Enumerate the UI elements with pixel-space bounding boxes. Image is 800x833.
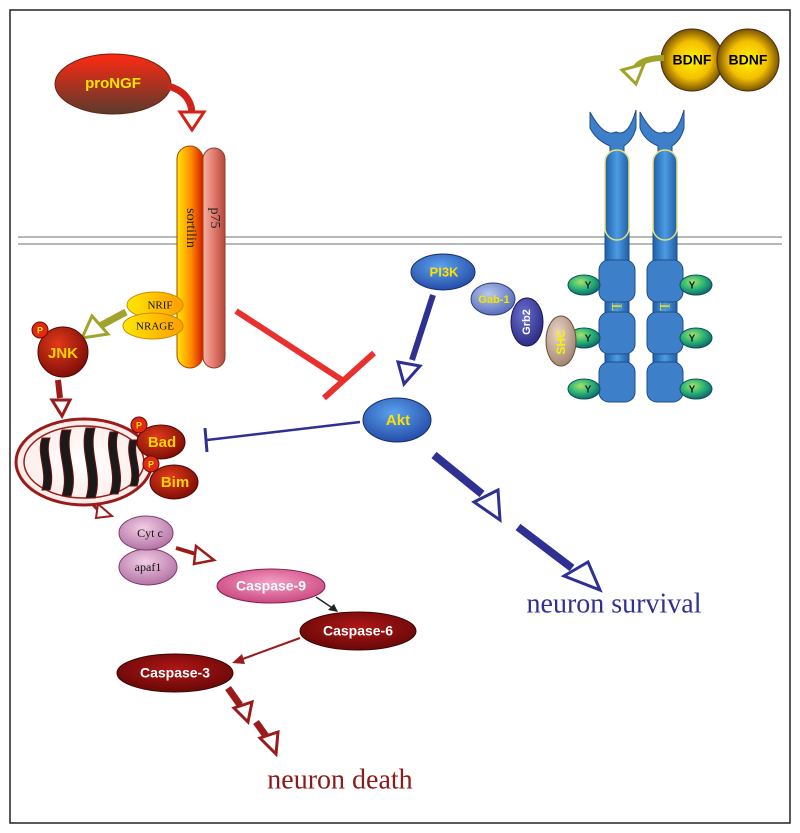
gab1-adapter: Gab-1 xyxy=(470,282,516,316)
tyrosine-site: Y xyxy=(567,378,601,400)
pi3k-to-akt-arrow xyxy=(395,294,436,388)
svg-text:Y: Y xyxy=(585,334,592,345)
mitochondrion-cristae xyxy=(39,427,140,499)
cytc-protein: Cyt c xyxy=(118,515,174,551)
caspase6-protein: Caspase-6 xyxy=(299,611,417,651)
svg-text:Y: Y xyxy=(585,281,592,292)
jnk-phospho-label: P xyxy=(37,325,43,335)
tyrosine-site: Y xyxy=(679,378,713,400)
caspase6-label: Caspase-6 xyxy=(323,623,393,639)
pi3k-label: PI3K xyxy=(430,264,460,279)
akt-inhibits-bad xyxy=(203,420,361,453)
gab1-label: Gab-1 xyxy=(478,294,509,306)
grb2-label: Grb2 xyxy=(521,309,533,335)
trkb-kinase-domains xyxy=(598,259,684,403)
mitochondrion-to-cytc-arrow xyxy=(90,502,115,520)
caspase3-protein: Caspase-3 xyxy=(116,653,234,693)
apaf1-label: apaf1 xyxy=(135,560,162,574)
bdnf-left-label: BDNF xyxy=(673,52,712,68)
bad-phospho-badge xyxy=(130,416,148,434)
caspase9-to-caspase6-arrow xyxy=(315,596,338,612)
p75-receptor: p75 xyxy=(202,147,226,369)
p75-label: p75 xyxy=(207,208,222,229)
tyrosine-site: Y xyxy=(679,274,713,296)
bad-label: Bad xyxy=(148,434,176,451)
nrage-label: NRAGE xyxy=(136,321,174,333)
caspase9-protein: Caspase-9 xyxy=(216,568,326,604)
tyrosine-site: Y xyxy=(679,327,713,349)
grb2-adapter: Grb2 xyxy=(510,297,544,347)
apaf1-protein: apaf1 xyxy=(118,548,178,586)
cytc-label: Cyt c xyxy=(137,526,163,540)
caspase3-to-death-arrows xyxy=(225,685,280,758)
jnk-label: JNK xyxy=(48,345,78,362)
caspase3-label: Caspase-3 xyxy=(140,665,210,681)
bad-protein: Bad P xyxy=(130,416,186,460)
shc-label: SHC xyxy=(554,329,568,355)
phosphotyrosine-sites: Y Y Y Y Y Y xyxy=(567,274,713,400)
neuron-death-label: neuron death xyxy=(267,764,412,795)
jnk-to-mitochondrion-arrow xyxy=(49,379,73,420)
prongf-ligand: proNGF xyxy=(54,53,172,115)
nrif-label: NRIF xyxy=(147,300,172,312)
pi3k-kinase: PI3K xyxy=(410,253,476,291)
bim-protein: Bim P xyxy=(142,455,199,500)
caspase6-to-caspase3-arrow xyxy=(232,637,301,664)
sortilin-receptor: sortilin xyxy=(176,145,204,369)
sortilin-label: sortilin xyxy=(183,208,198,248)
nrif-nrage-complex: NRIF NRAGE xyxy=(122,291,184,340)
nrage-to-jnk-arrow xyxy=(79,308,128,340)
caspase9-label: Caspase-9 xyxy=(236,578,306,594)
bdnf-right-label: BDNF xyxy=(729,52,768,68)
mitochondrion xyxy=(14,417,154,507)
jnk-phospho-badge xyxy=(31,321,49,339)
bim-phospho-badge xyxy=(142,455,160,473)
bdnf-binding-arrow xyxy=(619,55,665,87)
bim-phospho-label: P xyxy=(148,459,154,469)
jnk-protein: JNK P xyxy=(31,321,89,378)
apoptosome-to-caspase9-arrow xyxy=(175,543,217,566)
bdnf-right-sphere xyxy=(716,28,780,92)
akt-to-survival-arrows xyxy=(431,451,603,593)
svg-text:Y: Y xyxy=(689,334,696,345)
svg-text:Y: Y xyxy=(585,385,592,396)
neuron-survival-label: neuron survival xyxy=(527,588,702,619)
prongf-binding-arrow xyxy=(166,82,207,133)
bim-label: Bim xyxy=(161,474,189,491)
svg-text:Y: Y xyxy=(689,281,696,292)
bad-phospho-label: P xyxy=(136,420,142,430)
tyrosine-site: Y xyxy=(567,274,601,296)
akt-label: Akt xyxy=(386,412,410,429)
prongf-label: proNGF xyxy=(85,75,141,92)
akt-kinase: Akt xyxy=(362,397,432,443)
sortilin-inhibits-akt xyxy=(234,308,377,401)
svg-text:Y: Y xyxy=(689,385,696,396)
shc-adapter: SHC xyxy=(545,315,577,367)
bdnf-dimer: BDNF BDNF xyxy=(660,28,780,92)
